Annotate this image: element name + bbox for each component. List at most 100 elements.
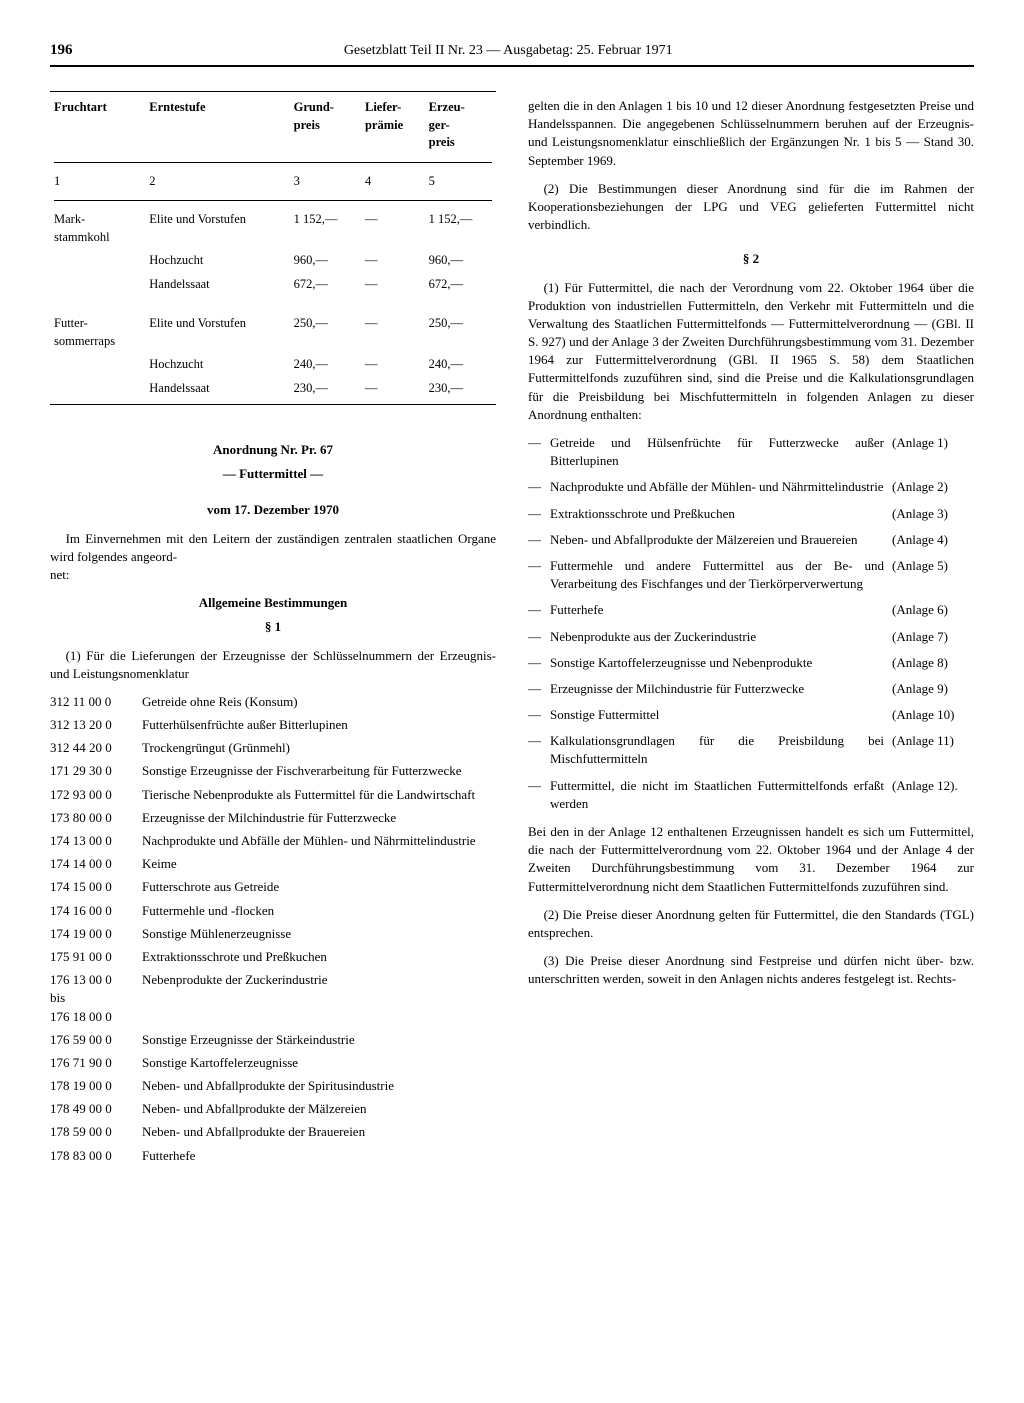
th-erntestufe: Erntestufe — [145, 96, 289, 155]
anlage-ref: (Anlage 12). — [892, 777, 974, 795]
code-desc: Nebenprodukte der Zuckerindustrie — [142, 971, 496, 989]
table-row: Futter- sommerrapsElite und Vorstufen250… — [50, 312, 496, 353]
anlage-ref: (Anlage 5) — [892, 557, 974, 575]
code-key: 173 80 00 0 — [50, 809, 132, 827]
anlage-ref: (Anlage 6) — [892, 601, 974, 619]
code-key: 176 59 00 0 — [50, 1031, 132, 1049]
table-colnum-row: 1 2 3 4 5 — [50, 170, 496, 194]
anlage-row: —Futtermehle und andere Futtermittel aus… — [528, 557, 974, 593]
dash-icon: — — [528, 557, 542, 575]
code-desc: Sonstige Kartoffelerzeugnisse — [142, 1054, 496, 1072]
code-key: 174 13 00 0 — [50, 832, 132, 850]
table-row: Hochzucht960,——960,— — [50, 249, 496, 273]
anlage-row: —Extraktionsschrote und Preßkuchen(Anlag… — [528, 505, 974, 523]
code-row: 172 93 00 0Tierische Nebenprodukte als F… — [50, 786, 496, 804]
dash-icon: — — [528, 680, 542, 698]
code-key: 175 91 00 0 — [50, 948, 132, 966]
section-1-para-1: (1) Für die Lieferungen der Erzeugnisse … — [50, 647, 496, 683]
code-desc: Futterhefe — [142, 1147, 496, 1165]
cell-fruchtart: Mark- stammkohl — [50, 208, 145, 249]
th-lieferpraemie: Liefer- prämie — [361, 96, 425, 155]
anlage-row: —Nebenprodukte aus der Zuckerindustrie(A… — [528, 628, 974, 646]
anlage-desc: Sonstige Futtermittel — [550, 706, 884, 724]
anlage-row: — Erzeugnisse der Milchindustrie für Futt… — [528, 680, 974, 698]
anlage-row: — Neben- und Abfallprodukte der Mälzereie… — [528, 531, 974, 549]
table-row: Hochzucht240,——240,— — [50, 353, 496, 377]
code-desc: Extraktionsschrote und Preßkuchen — [142, 948, 496, 966]
th-grundpreis: Grund- preis — [290, 96, 361, 155]
anlage-desc: Neben- und Abfallprodukte der Mälzereien… — [550, 531, 884, 549]
code-key: 178 49 00 0 — [50, 1100, 132, 1118]
dash-icon: — — [528, 478, 542, 496]
code-key: 174 14 00 0 — [50, 855, 132, 873]
code-row: 178 49 00 0 Neben- und Abfallprodukte der… — [50, 1100, 496, 1118]
th-erzeugerpreis: Erzeu- ger- preis — [425, 96, 496, 155]
code-key: 174 15 00 0 — [50, 878, 132, 896]
code-desc: Neben- und Abfallprodukte der Mälzereien — [142, 1100, 496, 1118]
code-row: 173 80 00 0 Erzeugnisse der Milchindustri… — [50, 809, 496, 827]
cell-grund: 250,— — [290, 312, 361, 353]
right-column: gelten die in den Anlagen 1 bis 10 und 1… — [528, 87, 974, 1173]
price-table: Fruchtart Erntestufe Grund- preis Liefer… — [50, 96, 496, 400]
anlage-desc: Getreide und Hülsenfrüchte für Futterzwe… — [550, 434, 884, 470]
cell-erntestufe: Elite und Vorstufen — [145, 208, 289, 249]
cell-liefer: — — [361, 377, 425, 401]
cell-grund: 230,— — [290, 377, 361, 401]
code-row: 175 91 00 0 Extraktionsschrote und Preßku… — [50, 948, 496, 966]
anlage-desc: Sonstige Kartoffelerzeugnisse und Nebenp… — [550, 654, 884, 672]
section-1-label: § 1 — [50, 618, 496, 636]
cell-erzeuger: 672,— — [425, 273, 496, 297]
anlage-ref: (Anlage 2) — [892, 478, 974, 496]
ordinance-title-2: — Futtermittel — — [50, 465, 496, 483]
code-row: 312 13 20 0Futterhülsenfrüchte außer Bit… — [50, 716, 496, 734]
right-para-1: gelten die in den Anlagen 1 bis 10 und 1… — [528, 97, 974, 170]
code-desc: Futtermehle und -flocken — [142, 902, 496, 920]
code-key: 178 19 00 0 — [50, 1077, 132, 1095]
anlage-ref: (Anlage 7) — [892, 628, 974, 646]
section-2-para-2: (2) Die Preise dieser Anordnung gelten f… — [528, 906, 974, 942]
dash-icon: — — [528, 531, 542, 549]
code-desc: Keime — [142, 855, 496, 873]
code-row: 174 14 00 0 Keime — [50, 855, 496, 873]
page-number: 196 — [50, 40, 73, 61]
anlage-desc: Erzeugnisse der Milchindustrie für Futte… — [550, 680, 884, 698]
code-desc: Neben- und Abfallprodukte der Spiritusin… — [142, 1077, 496, 1095]
anlage-ref: (Anlage 9) — [892, 680, 974, 698]
anlage-row: —Getreide und Hülsenfrüchte für Futterzw… — [528, 434, 974, 470]
anlage-ref: (Anlage 3) — [892, 505, 974, 523]
anlage-desc: Futterhefe — [550, 601, 884, 619]
cell-erzeuger: 1 152,— — [425, 208, 496, 249]
cell-liefer: — — [361, 273, 425, 297]
cell-erntestufe: Handelssaat — [145, 377, 289, 401]
code-key: 176 71 90 0 — [50, 1054, 132, 1072]
code-key: 178 83 00 0 — [50, 1147, 132, 1165]
anlage-row: —Futterhefe(Anlage 6) — [528, 601, 974, 619]
ordinance-intro: Im Einvernehmen mit den Leitern der zust… — [50, 530, 496, 585]
cell-fruchtart — [50, 377, 145, 401]
code-key: 176 13 00 0 bis 176 18 00 0 — [50, 971, 132, 1026]
cell-liefer: — — [361, 249, 425, 273]
code-row: 312 44 20 0Trockengrüngut (Grünmehl) — [50, 739, 496, 757]
section-2-label: § 2 — [528, 250, 974, 268]
section-2-para-1: (1) Für Futtermittel, die nach der Veror… — [528, 279, 974, 425]
code-desc: Erzeugnisse der Milchindustrie für Futte… — [142, 809, 496, 827]
cell-erntestufe: Hochzucht — [145, 353, 289, 377]
code-key: 178 59 00 0 — [50, 1123, 132, 1141]
code-key: 312 13 20 0 — [50, 716, 132, 734]
code-key: 171 29 30 0 — [50, 762, 132, 780]
section-2-after: Bei den in der Anlage 12 enthaltenen Erz… — [528, 823, 974, 896]
ordinance-title-3: vom 17. Dezember 1970 — [50, 501, 496, 519]
dash-icon: — — [528, 628, 542, 646]
anlage-ref: (Anlage 11) — [892, 732, 974, 750]
dash-icon: — — [528, 706, 542, 724]
table-header-row: Fruchtart Erntestufe Grund- preis Liefer… — [50, 96, 496, 155]
code-row: 178 59 00 0Neben- und Abfallprodukte der… — [50, 1123, 496, 1141]
ordinance-title-1: Anordnung Nr. Pr. 67 — [50, 441, 496, 459]
cell-erzeuger: 240,— — [425, 353, 496, 377]
page-header: 196 Gesetzblatt Teil II Nr. 23 — Ausgabe… — [50, 40, 974, 67]
left-column: Fruchtart Erntestufe Grund- preis Liefer… — [50, 87, 496, 1173]
cell-fruchtart — [50, 353, 145, 377]
code-row: 176 13 00 0 bis 176 18 00 0 Nebenprodukte… — [50, 971, 496, 1026]
anlage-desc: Extraktionsschrote und Preßkuchen — [550, 505, 884, 523]
dash-icon: — — [528, 777, 542, 795]
